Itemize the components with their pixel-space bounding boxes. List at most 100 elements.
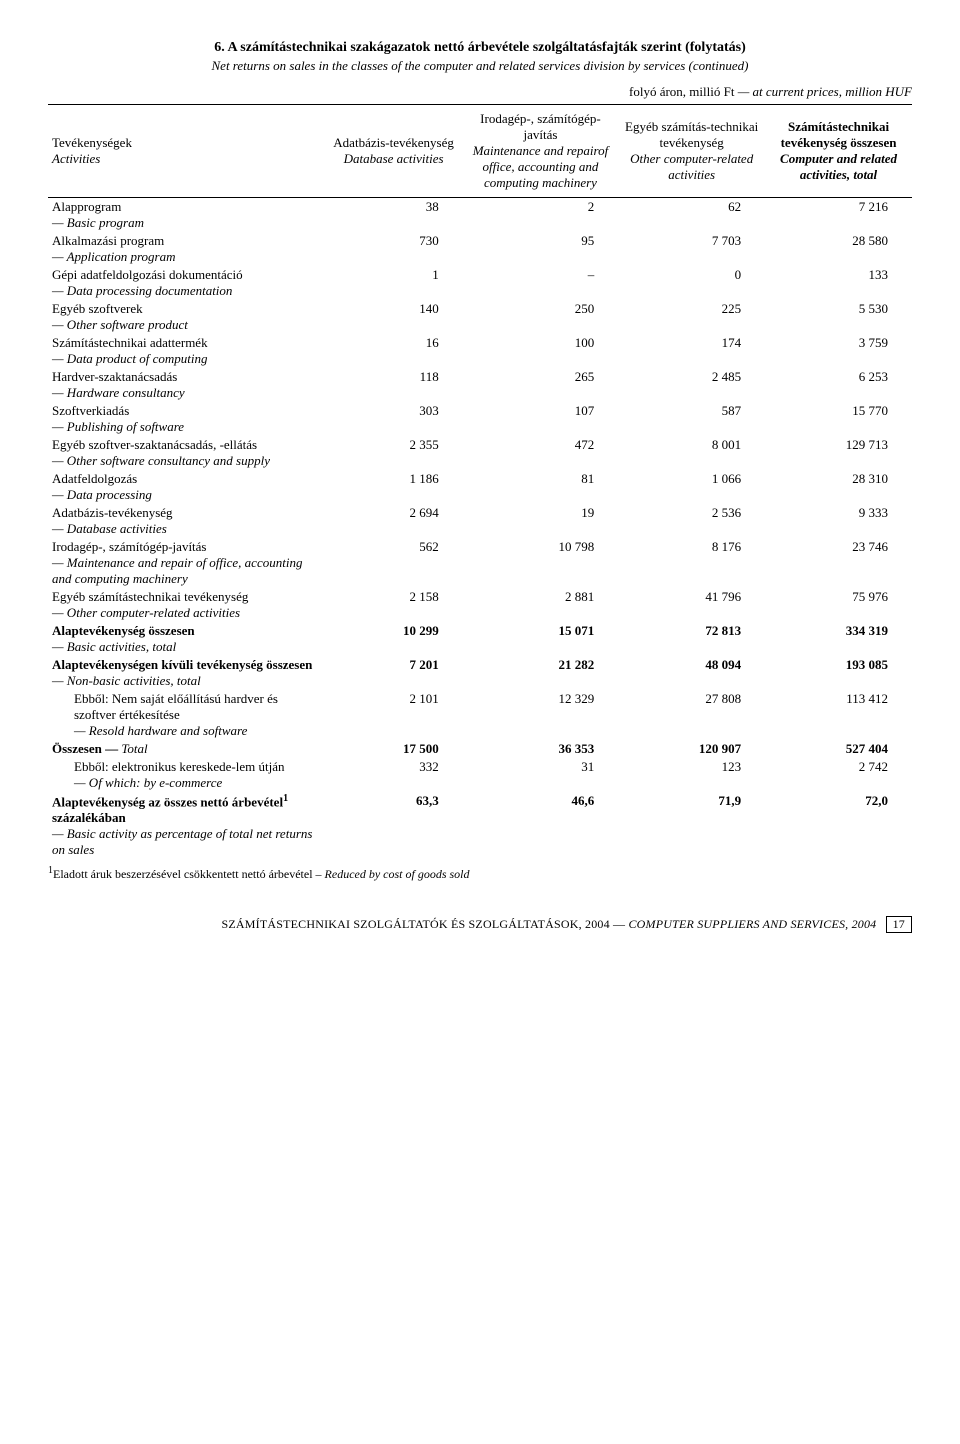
table-row: Alapprogram— Basic program382627 216 — [48, 198, 912, 233]
cell-value: 62 — [618, 198, 765, 233]
cell-value: 15 770 — [765, 402, 912, 436]
cell-value: 27 808 — [618, 690, 765, 740]
cell-value: 7 216 — [765, 198, 912, 233]
table-row: Egyéb számítástechnikai tevékenység— Oth… — [48, 588, 912, 622]
table-row: Összesen — Total17 50036 353120 907527 4… — [48, 740, 912, 758]
cell-value: 123 — [618, 758, 765, 792]
cell-value: 730 — [324, 232, 462, 266]
cell-value: 7 201 — [324, 656, 462, 690]
row-label: Alapprogram— Basic program — [48, 198, 324, 233]
cell-value: 303 — [324, 402, 462, 436]
cell-value: 71,9 — [618, 792, 765, 859]
col4-hu: Számítástechnikai tevékenység összesen — [769, 119, 908, 151]
cell-value: 9 333 — [765, 504, 912, 538]
col3-en: Other computer-related activities — [622, 151, 761, 183]
cell-value: 2 881 — [463, 588, 619, 622]
page-number: 17 — [886, 916, 912, 933]
table-row: Adatfeldolgozás— Data processing1 186811… — [48, 470, 912, 504]
row-label: Egyéb számítástechnikai tevékenység— Oth… — [48, 588, 324, 622]
footnote-en: Reduced by cost of goods sold — [325, 867, 470, 881]
table-row: Gépi adatfeldolgozási dokumentáció— Data… — [48, 266, 912, 300]
row-label: Számítástechnikai adattermék— Data produ… — [48, 334, 324, 368]
cell-value: 193 085 — [765, 656, 912, 690]
row-label: Összesen — Total — [48, 740, 324, 758]
row-label: Ebből: elektronikus kereskede-lem útján—… — [48, 758, 324, 792]
cell-value: 10 798 — [463, 538, 619, 588]
row-label: Szoftverkiadás— Publishing of software — [48, 402, 324, 436]
cell-value: 6 253 — [765, 368, 912, 402]
cell-value: 31 — [463, 758, 619, 792]
table-row: Alaptevékenység összesen— Basic activiti… — [48, 622, 912, 656]
table-row: Irodagép-, számítógép-javítás— Maintenan… — [48, 538, 912, 588]
row-label: Hardver-szaktanácsadás— Hardware consult… — [48, 368, 324, 402]
cell-value: 265 — [463, 368, 619, 402]
col1-hu: Adatbázis-tevékenység — [328, 135, 458, 151]
col2-hu: Irodagép-, számítógép-javítás — [467, 111, 615, 143]
col0-en: Activities — [52, 151, 320, 167]
cell-value: 28 580 — [765, 232, 912, 266]
unit-hu: folyó áron, millió Ft — [629, 84, 734, 99]
cell-value: 38 — [324, 198, 462, 233]
cell-value: 174 — [618, 334, 765, 368]
cell-value: 1 066 — [618, 470, 765, 504]
table-row: Alkalmazási program— Application program… — [48, 232, 912, 266]
row-label: Irodagép-, számítógép-javítás— Maintenan… — [48, 538, 324, 588]
col2-en: Maintenance and repairof office, account… — [467, 143, 615, 191]
table-row: Ebből: Nem saját előállítású hardver és … — [48, 690, 912, 740]
row-label: Egyéb szoftver-szaktanácsadás, -ellátás—… — [48, 436, 324, 470]
cell-value: 2 536 — [618, 504, 765, 538]
cell-value: 19 — [463, 504, 619, 538]
cell-value: 133 — [765, 266, 912, 300]
row-label: Adatfeldolgozás— Data processing — [48, 470, 324, 504]
col1-en: Database activities — [328, 151, 458, 167]
cell-value: 2 355 — [324, 436, 462, 470]
cell-value: 1 186 — [324, 470, 462, 504]
cell-value: 2 742 — [765, 758, 912, 792]
page-subtitle: Net returns on sales in the classes of t… — [48, 58, 912, 74]
table-row: Hardver-szaktanácsadás— Hardware consult… — [48, 368, 912, 402]
cell-value: 46,6 — [463, 792, 619, 859]
cell-value: 75 976 — [765, 588, 912, 622]
row-label: Alaptevékenységen kívüli tevékenység öss… — [48, 656, 324, 690]
footnote: 1Eladott áruk beszerzésével csökkentett … — [48, 865, 912, 882]
row-label: Alaptevékenység összesen— Basic activiti… — [48, 622, 324, 656]
cell-value: 8 176 — [618, 538, 765, 588]
cell-value: 2 485 — [618, 368, 765, 402]
cell-value: 587 — [618, 402, 765, 436]
table-row: Ebből: elektronikus kereskede-lem útján—… — [48, 758, 912, 792]
cell-value: 63,3 — [324, 792, 462, 859]
cell-value: 562 — [324, 538, 462, 588]
cell-value: 120 907 — [618, 740, 765, 758]
page-title: 6. A számítástechnikai szakágazatok nett… — [48, 40, 912, 56]
cell-value: 95 — [463, 232, 619, 266]
cell-value: 21 282 — [463, 656, 619, 690]
unit-line: folyó áron, millió Ft — at current price… — [48, 84, 912, 100]
unit-en: — at current prices, million HUF — [734, 84, 912, 99]
table-row: Alaptevékenységen kívüli tevékenység öss… — [48, 656, 912, 690]
cell-value: 472 — [463, 436, 619, 470]
cell-value: 2 694 — [324, 504, 462, 538]
cell-value: 129 713 — [765, 436, 912, 470]
table-row: Adatbázis-tevékenység— Database activiti… — [48, 504, 912, 538]
cell-value: 36 353 — [463, 740, 619, 758]
cell-value: 100 — [463, 334, 619, 368]
cell-value: 3 759 — [765, 334, 912, 368]
cell-value: 28 310 — [765, 470, 912, 504]
col0-hu: Tevékenységek — [52, 135, 320, 151]
cell-value: 15 071 — [463, 622, 619, 656]
cell-value: 16 — [324, 334, 462, 368]
table-header-row: Tevékenységek Activities Adatbázis-tevék… — [48, 105, 912, 198]
cell-value: 12 329 — [463, 690, 619, 740]
cell-value: – — [463, 266, 619, 300]
cell-value: 140 — [324, 300, 462, 334]
cell-value: 107 — [463, 402, 619, 436]
page-footer: SZÁMÍTÁSTECHNIKAI SZOLGÁLTATÓK ÉS SZOLGÁ… — [48, 916, 912, 933]
cell-value: 17 500 — [324, 740, 462, 758]
row-label: Gépi adatfeldolgozási dokumentáció— Data… — [48, 266, 324, 300]
cell-value: 8 001 — [618, 436, 765, 470]
col3-hu: Egyéb számítás-technikai tevékenység — [622, 119, 761, 151]
row-label: Egyéb szoftverek— Other software product — [48, 300, 324, 334]
cell-value: 1 — [324, 266, 462, 300]
data-table: Tevékenységek Activities Adatbázis-tevék… — [48, 104, 912, 859]
cell-value: 81 — [463, 470, 619, 504]
